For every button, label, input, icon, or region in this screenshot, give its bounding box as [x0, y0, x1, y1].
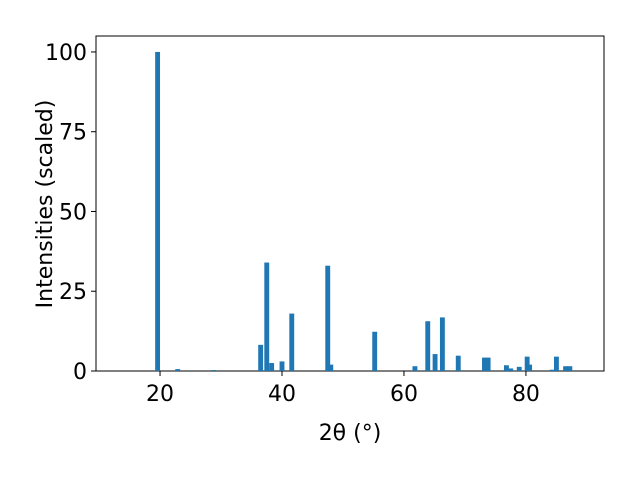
bar [412, 366, 418, 371]
bar [439, 317, 445, 371]
bar [258, 344, 264, 371]
bar [482, 357, 487, 371]
y-tick-label: 100 [45, 41, 87, 66]
bar [455, 355, 461, 371]
bar [524, 356, 530, 371]
bar [211, 370, 217, 371]
x-tick-label: 60 [390, 382, 418, 407]
bar [269, 363, 275, 371]
bar [432, 354, 438, 371]
bar [527, 364, 533, 371]
x-tick-label: 20 [146, 382, 174, 407]
bar [485, 357, 491, 371]
plot-frame [95, 35, 605, 372]
x-tick-label: 80 [512, 382, 540, 407]
x-tick-label: 40 [268, 382, 296, 407]
y-axis-label: Intensities (scaled) [33, 100, 58, 309]
bar [372, 331, 378, 371]
bar [508, 368, 514, 371]
y-tick-label: 0 [73, 360, 87, 385]
bar [175, 369, 181, 371]
bar [503, 365, 509, 371]
bar [289, 313, 295, 371]
bar [425, 321, 431, 371]
bar [563, 366, 569, 371]
x-axis-label: 2θ (°) [319, 421, 382, 446]
bar [549, 369, 555, 371]
bar [325, 265, 331, 371]
bar [567, 366, 573, 371]
bar [328, 364, 334, 371]
bar [516, 366, 522, 371]
bar [279, 361, 285, 371]
bar [553, 356, 559, 371]
bar [155, 51, 161, 371]
y-tick-label: 75 [59, 121, 87, 146]
y-tick-label: 50 [59, 200, 87, 225]
y-tick-label: 25 [59, 280, 87, 305]
bar [264, 262, 270, 371]
